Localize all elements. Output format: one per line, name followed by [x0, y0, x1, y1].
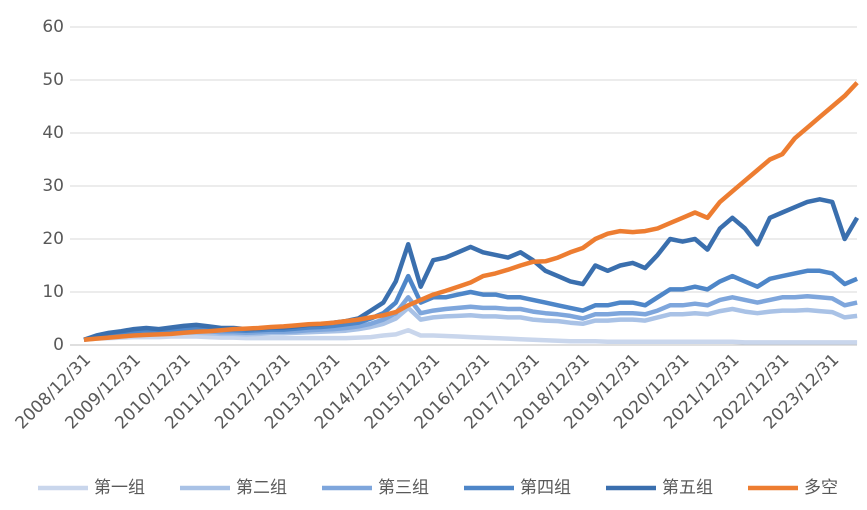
y-tick-label: 0	[53, 335, 64, 355]
y-tick-label: 30	[42, 176, 64, 196]
y-tick-label: 10	[42, 282, 64, 302]
legend-label: 第四组	[520, 478, 571, 498]
series-line	[83, 327, 858, 345]
legend-label: 多空	[804, 478, 838, 498]
series-line	[83, 197, 860, 342]
y-tick-label: 50	[42, 70, 64, 90]
y-tick-label: 40	[42, 123, 64, 143]
series-line	[83, 81, 859, 342]
legend-label: 第三组	[378, 478, 429, 498]
y-tick-label: 60	[42, 17, 64, 37]
legend-label: 第一组	[94, 478, 145, 498]
legend-label: 第五组	[662, 478, 713, 498]
legend-label: 第二组	[236, 478, 287, 498]
y-tick-label: 20	[42, 229, 64, 249]
